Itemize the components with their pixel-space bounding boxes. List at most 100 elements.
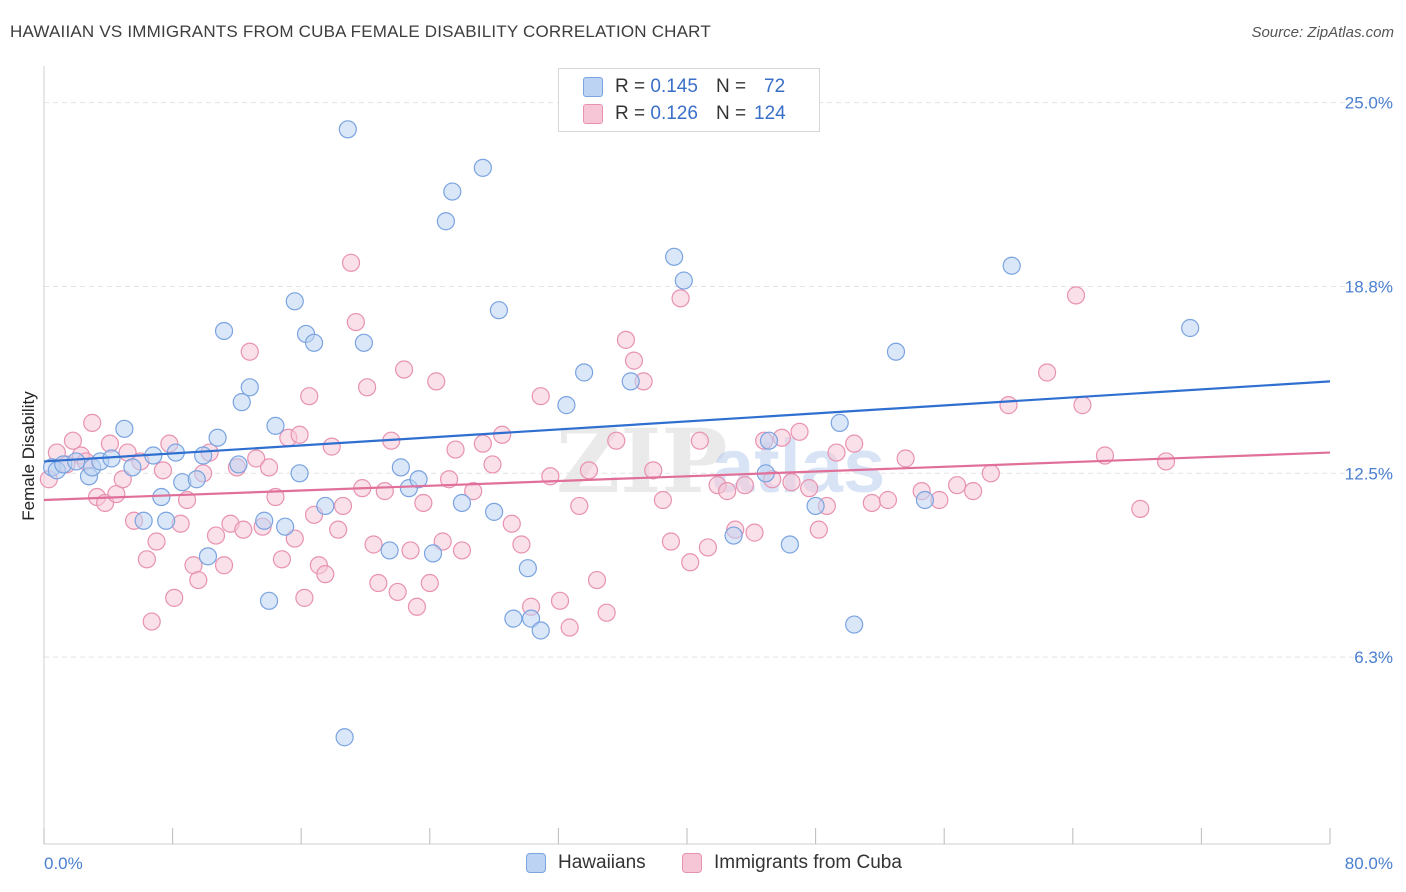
hawaiian-point bbox=[886, 342, 906, 361]
cuba-point bbox=[401, 541, 420, 560]
hawaiian-point bbox=[338, 120, 357, 139]
y-tick-label: 12.5% bbox=[1345, 464, 1393, 483]
cuba-point bbox=[358, 378, 377, 397]
hawaiian-point bbox=[518, 559, 537, 578]
cuba-point bbox=[550, 591, 570, 610]
hawaiian-point bbox=[724, 526, 743, 545]
cuba-point bbox=[493, 425, 512, 444]
hawaiian-point bbox=[436, 212, 455, 231]
cuba-point bbox=[653, 490, 672, 510]
cuba-point bbox=[388, 582, 407, 602]
hawaiian-trend-line bbox=[43, 380, 1331, 463]
legend-item-cuba[interactable]: Immigrants from Cuba bbox=[682, 852, 902, 874]
hawaiian-point bbox=[255, 511, 274, 530]
cuba-point bbox=[322, 437, 341, 456]
cuba-point bbox=[483, 455, 502, 474]
cuba-point bbox=[439, 470, 459, 489]
y-axis-title: Female Disability bbox=[19, 391, 38, 521]
cuba-point bbox=[579, 461, 599, 480]
legend-r-value: 0.145 bbox=[650, 76, 698, 97]
cuba-point bbox=[735, 476, 754, 495]
legend-swatch-hawaiians bbox=[583, 77, 603, 97]
hawaiian-point bbox=[915, 490, 935, 510]
hawaiian-point bbox=[485, 502, 504, 521]
cuba-point bbox=[206, 526, 226, 545]
hawaiian-point bbox=[1002, 256, 1021, 275]
y-tick-label: 18.8% bbox=[1345, 277, 1393, 296]
cuba-point bbox=[587, 570, 607, 590]
legend-n-value: 124 bbox=[754, 103, 786, 124]
legend-label-cuba: Immigrants from Cuba bbox=[714, 852, 902, 873]
hawaiian-point bbox=[557, 396, 576, 415]
cuba-point bbox=[644, 461, 663, 480]
cuba-point bbox=[290, 425, 309, 444]
x-tick-label-min: 0.0% bbox=[44, 854, 83, 873]
hawaiian-point bbox=[115, 419, 134, 438]
cuba-point bbox=[718, 482, 737, 501]
hawaiian-point bbox=[354, 333, 373, 352]
hawaiian-point bbox=[304, 333, 324, 352]
cuba-point bbox=[272, 550, 292, 569]
y-tick-label: 25.0% bbox=[1345, 94, 1393, 113]
cuba-point bbox=[295, 588, 314, 607]
hawaiian-point bbox=[759, 431, 779, 450]
hawaiian-point bbox=[123, 458, 142, 477]
cuba-point bbox=[375, 482, 394, 501]
cuba-point bbox=[690, 431, 709, 450]
hawaiian-point bbox=[276, 517, 295, 536]
trend-lines bbox=[43, 380, 1331, 502]
hawaiian-point bbox=[240, 378, 259, 397]
cuba-point bbox=[964, 482, 983, 501]
source-label: Source: ZipAtlas.com bbox=[1251, 24, 1394, 41]
cuba-point bbox=[1073, 396, 1092, 415]
hawaiian-point bbox=[266, 416, 285, 435]
hawaiian-point bbox=[780, 535, 799, 554]
cuba-point bbox=[999, 396, 1018, 415]
hawaiian-point bbox=[409, 470, 428, 489]
cuba-point bbox=[433, 532, 452, 551]
cuba-point bbox=[316, 565, 335, 584]
cuba-point bbox=[947, 476, 967, 495]
cuba-point bbox=[266, 487, 285, 507]
hawaiian-point bbox=[830, 413, 849, 432]
hawaiian-point bbox=[806, 496, 825, 516]
legend-label-hawaiians: Hawaiians bbox=[558, 852, 646, 873]
hawaiian-point bbox=[152, 487, 171, 507]
cuba-point bbox=[63, 431, 83, 450]
hawaiian-point bbox=[232, 393, 251, 412]
cuba-point bbox=[189, 570, 208, 590]
cuba-point bbox=[414, 493, 433, 513]
series-legend: Hawaiians Immigrants from Cuba bbox=[0, 852, 1406, 878]
legend-n-value: 72 bbox=[764, 76, 786, 97]
cuba-point bbox=[981, 464, 1000, 483]
cuba-point bbox=[153, 461, 173, 480]
cuba-point bbox=[300, 387, 319, 406]
hawaiian-point bbox=[229, 455, 248, 474]
cuba-point bbox=[745, 523, 764, 542]
stats-legend: R = 0.145 N = 72 R = 0.126 N = 124 bbox=[558, 68, 820, 132]
legend-swatch-cuba bbox=[682, 853, 702, 873]
cuba-point bbox=[862, 493, 881, 513]
hawaiian-point bbox=[575, 363, 594, 382]
cuba-point bbox=[800, 479, 819, 498]
legend-row-cuba: R = 0.126 N = 124 bbox=[583, 101, 786, 127]
legend-swatch-hawaiians bbox=[526, 853, 546, 873]
legend-item-hawaiians[interactable]: Hawaiians bbox=[526, 852, 646, 874]
cuba-point bbox=[247, 449, 266, 468]
cuba-point bbox=[333, 496, 353, 516]
cuba-point bbox=[661, 532, 681, 551]
legend-row-hawaiians: R = 0.145 N = 72 bbox=[583, 74, 785, 100]
cuba-point bbox=[790, 422, 809, 441]
hawaiian-point bbox=[489, 301, 509, 320]
cuba-point bbox=[420, 573, 439, 593]
legend-n-label: N = bbox=[715, 76, 747, 97]
hawaiian-point bbox=[621, 372, 640, 391]
hawaiian-points bbox=[42, 111, 1200, 747]
cuba-point bbox=[531, 387, 550, 406]
cuba-point bbox=[446, 440, 465, 459]
cuba-point bbox=[782, 473, 801, 492]
cuba-point bbox=[113, 470, 132, 489]
cuba-point bbox=[512, 535, 531, 554]
hawaiian-point bbox=[67, 452, 86, 471]
hawaiian-point bbox=[316, 496, 335, 516]
